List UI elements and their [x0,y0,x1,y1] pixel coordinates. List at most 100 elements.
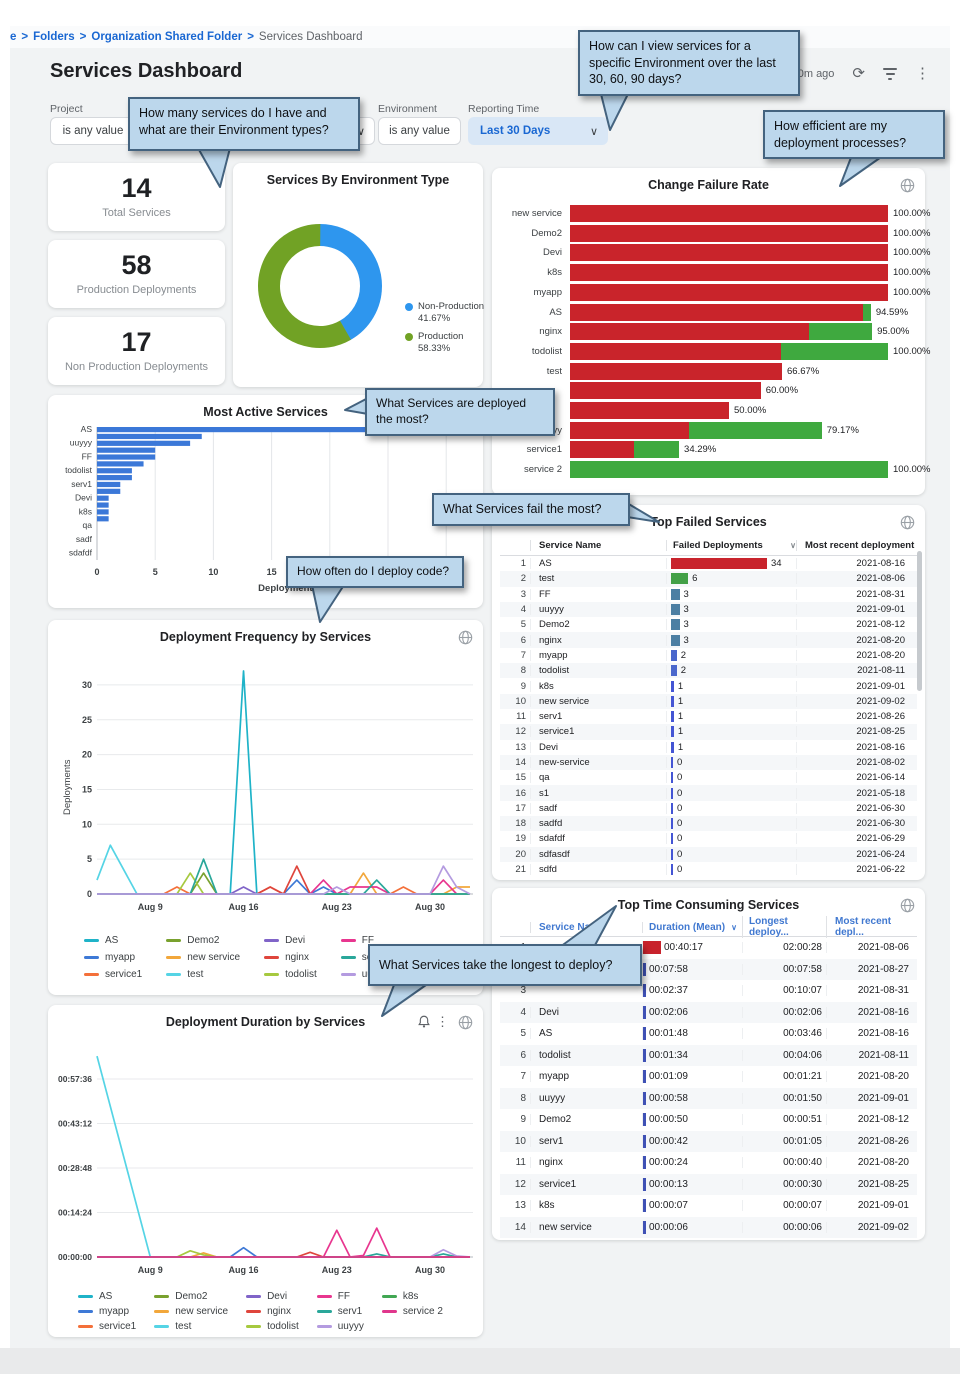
legend-item[interactable]: AS [78,1289,136,1304]
svg-text:serv1: serv1 [71,479,92,489]
globe-icon[interactable] [900,515,915,535]
cell-bar [671,619,680,631]
legend-item[interactable]: nginx [264,949,317,966]
legend-item[interactable]: uuyyy [316,1319,364,1334]
legend-item[interactable]: k8s [381,1289,443,1304]
legend-item[interactable]: Demo2 [166,932,240,949]
globe-icon[interactable] [458,1015,473,1035]
legend-item[interactable]: Devi [246,1289,299,1304]
stacked-bar[interactable] [570,362,782,380]
legend-item[interactable]: service1 [84,966,142,983]
table-row: 15 qa 0 2021-06-14 [500,770,917,786]
environment-filter-label: Environment [378,103,437,115]
globe-icon[interactable] [900,898,915,918]
stacked-bar[interactable] [570,303,871,321]
legend-item[interactable]: FF [316,1289,364,1304]
cfr-chart[interactable]: new service 100.00% Demo2 100.00% Devi 100.00… [492,204,931,495]
breadcrumb-home[interactable]: e [10,31,17,43]
failed-deployments-cell: 0 [666,818,796,830]
callout-fail-most: What Services fail the most? [432,493,630,526]
cell-bar [643,1027,646,1041]
value-label: 94.59% [875,306,909,318]
legend-item[interactable]: new service [166,949,240,966]
refresh-icon[interactable]: ⟳ [852,65,865,82]
table-row: 8 uuyyy 00:00:58 00:01:50 2021-09-01 [500,1087,917,1109]
alert-bell-icon[interactable] [417,1014,431,1034]
duration-cell: 00:00:50 [642,1113,742,1127]
legend-item[interactable]: nginx [246,1304,299,1319]
stacked-bar[interactable] [570,205,888,222]
project-filter[interactable]: is any value [50,117,136,145]
stacked-bar[interactable] [570,323,873,341]
sort-icon[interactable]: ∨ [731,922,737,932]
cell-bar [643,1048,646,1062]
globe-icon[interactable] [458,630,473,650]
stacked-bar[interactable] [570,283,888,301]
svg-text:Aug 30: Aug 30 [415,902,445,912]
legend-item[interactable]: Production 58.33% [405,331,485,355]
column-header[interactable]: Service Name [530,921,642,933]
stacked-bar[interactable] [570,441,680,459]
legend-item[interactable]: todolist [246,1319,299,1334]
legend-item[interactable]: service1 [78,1319,136,1334]
legend-item[interactable]: todolist [264,966,317,983]
legend-item[interactable]: Devi [264,932,317,949]
stacked-bar[interactable] [570,402,729,419]
stacked-bar[interactable] [570,421,822,439]
service-name-cell: Demo2 [530,1114,642,1126]
longest-cell: 00:04:06 [742,1049,826,1061]
column-header[interactable]: Most recent deployment [796,539,917,551]
cfr-bar-row: 50.00% [500,401,925,420]
stacked-bar[interactable] [570,244,888,262]
stacked-bar[interactable] [570,342,888,360]
svg-text:00:43:12: 00:43:12 [58,1119,92,1129]
legend-item[interactable]: serv1 [316,1304,364,1319]
breadcrumb-folders[interactable]: Folders [33,31,75,43]
chart-title: Deployment Duration by Services [165,1015,366,1029]
column-header[interactable]: Failed Deployments ∨ [666,539,796,551]
legend-item[interactable]: Non-Production 41.67% [405,301,485,325]
environment-donut-chart[interactable] [235,193,425,379]
duration-cell: 00:01:34 [642,1048,742,1062]
reporting-time-select[interactable]: Last 30 Days ∨ [468,117,608,145]
legend-item[interactable]: Demo2 [154,1289,228,1304]
frequency-line-chart[interactable]: 0 5 10 15 20 25 30 Aug 9 Aug 16 Aug 23 Aug 30 [48,654,483,924]
duration-line-chart[interactable]: 00:00:00 00:14:24 00:28:48 00:43:12 00:57:36… [48,1039,483,1285]
column-header[interactable]: Duration (Mean) ∨ [642,921,742,933]
scrollbar[interactable] [917,551,922,691]
date-cell: 2021-08-16 [826,1028,917,1040]
table-row: 6 nginx 3 2021-08-20 [500,632,917,648]
kebab-menu-icon[interactable]: ⋮ [436,1014,449,1029]
sort-icon[interactable]: ∨ [790,540,796,550]
stacked-bar[interactable] [570,461,888,479]
legend-item[interactable]: service 2 [381,1304,443,1319]
breadcrumb-shared-folder[interactable]: Organization Shared Folder [91,31,243,43]
cell-bar [643,1134,646,1148]
legend-item[interactable]: new service [154,1304,228,1319]
stacked-bar[interactable] [570,224,888,242]
legend-item[interactable]: myapp [78,1304,136,1319]
date-cell: 2021-08-16 [826,1006,917,1018]
stacked-bar[interactable] [570,264,888,282]
legend-item[interactable]: test [154,1319,228,1334]
column-header[interactable]: Longest deploy... [742,916,826,938]
kebab-menu-icon[interactable]: ⋮ [915,65,930,82]
chart-title: Most Active Services [203,405,328,419]
legend-item[interactable]: myapp [84,949,142,966]
table-row: 10 serv1 00:00:42 00:01:05 2021-08-26 [500,1130,917,1152]
environment-filter[interactable]: is any value [378,117,461,145]
failed-deployments-cell: 0 [666,787,796,799]
date-cell: 2021-08-20 [796,649,917,661]
column-header[interactable]: Most recent depl... [826,916,917,938]
cfr-bar-row: service 2 100.00% [500,460,931,479]
legend-item[interactable]: test [166,966,240,983]
value-label: 100.00% [893,267,931,279]
dashboard-filters-icon[interactable] [883,67,897,80]
globe-icon[interactable] [900,178,915,198]
svg-text:sdafdf: sdafdf [69,547,93,557]
column-header[interactable]: Service Name [530,539,666,551]
service-name-cell: myapp [530,649,666,661]
legend-item[interactable]: AS [84,932,142,949]
legend-item[interactable]: FF [340,932,388,949]
stacked-bar[interactable] [570,382,761,400]
